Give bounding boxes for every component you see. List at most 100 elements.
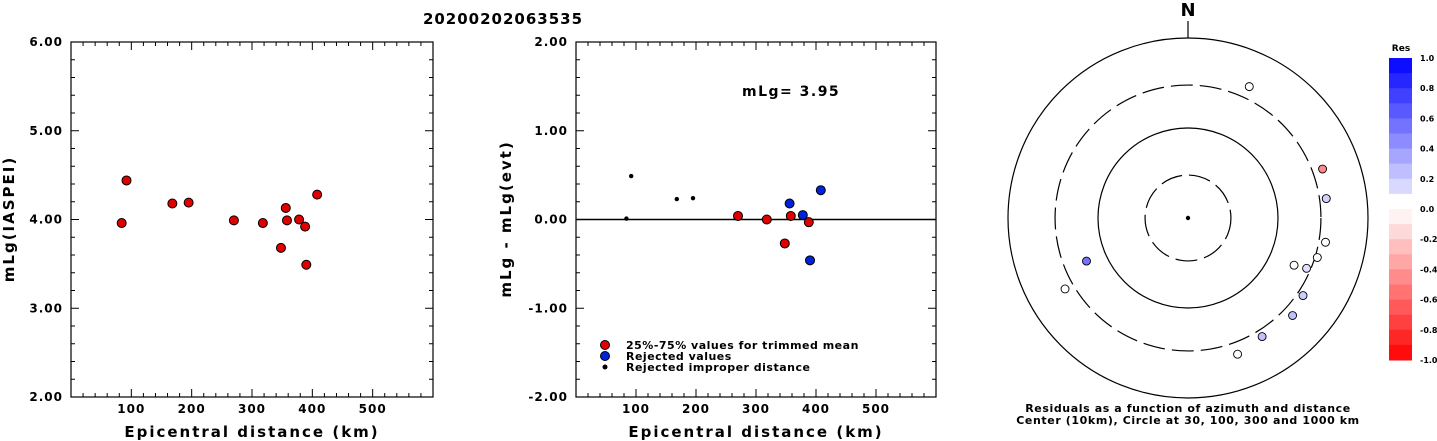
colorbar-tick-label: 0.0 (1420, 205, 1435, 214)
colorbar-tick-label: 0.4 (1420, 145, 1435, 154)
colorbar-block (1389, 329, 1412, 346)
polar-ring-100km (1097, 127, 1279, 309)
plot2-ytick-label: -1.00 (528, 301, 568, 315)
colorbar-tick-label: -0.4 (1420, 265, 1437, 274)
colorbar-block (1389, 73, 1412, 89)
plot2-ytick-label: 1.00 (534, 124, 568, 138)
plot2-data-point (803, 217, 814, 228)
plot1-data-point (280, 202, 291, 213)
polar-plot: N Residuals as a function of azimuth and… (1007, 0, 1369, 427)
legend-label-trimmed: 25%-75% values for trimmed mean (626, 339, 859, 352)
plot2-data-point (785, 210, 796, 221)
plot1-xtick-label: 200 (178, 402, 206, 416)
plot1-points (116, 175, 323, 270)
colorbar-block (1389, 239, 1412, 255)
polar-station-point (1321, 194, 1331, 204)
legend-label-rejected: Rejected values (626, 350, 732, 363)
colorbar-block (1389, 88, 1412, 104)
figure-title: 20200202063535 (423, 10, 583, 28)
plot1-ytick-label: 5.00 (29, 124, 63, 138)
legend-marker-rejected (600, 351, 610, 361)
polar-station-point (1233, 349, 1243, 359)
colorbar-tick-label: -0.8 (1420, 326, 1437, 335)
colorbar-block (1389, 148, 1412, 165)
plot1-data-point (275, 242, 286, 253)
colorbar-tick-label: 0.6 (1420, 114, 1435, 123)
plot2-xtick-label: 100 (622, 402, 650, 416)
polar-station-point (1298, 291, 1308, 301)
colorbar-tick-label: -0.2 (1420, 235, 1437, 244)
colorbar-block (1389, 103, 1412, 119)
colorbar-blocks (1389, 58, 1412, 361)
plot1-ytick-label: 3.00 (29, 301, 63, 315)
plot1-xtick-label: 100 (117, 402, 145, 416)
plot2-y-axis-label: mLg - mLg(evt) (497, 140, 515, 297)
polar-station-point (1060, 284, 1070, 294)
colorbar-tick-label: 0.8 (1420, 84, 1435, 93)
plot2-xtick-label: 200 (682, 402, 710, 416)
plot2-xtick-label: 300 (742, 402, 770, 416)
colorbar-title: Res (1392, 44, 1410, 54)
plot1-data-point (228, 215, 239, 226)
plot2-xtick-label: 500 (862, 402, 890, 416)
polar-ring-300km (1054, 84, 1322, 352)
colorbar-block (1389, 284, 1412, 301)
plot1-data-point (121, 175, 132, 186)
colorbar-block (1389, 58, 1412, 74)
colorbar-ticks: 1.0 0.8 0.6 0.4 0.2 0.0 -0.2 -0.4 -0.6 -0.8 -1.0 (1420, 54, 1437, 365)
plot2-legend: 25%-75% values for trimmed mean Rejected… (600, 339, 859, 374)
colorbar: Res 1.0 0.8 0.6 0.4 0.2 0.0 -0.2 -0.4 -0.6 -0.8 -1… (1389, 44, 1437, 365)
plot1-frame (70, 41, 434, 398)
plot2-data-point (629, 173, 634, 179)
plot2-data-point (779, 238, 790, 249)
colorbar-tick-label: 0.2 (1420, 175, 1434, 184)
colorbar-block (1389, 118, 1412, 134)
plot1-xtick-label: 500 (359, 402, 387, 416)
plot2-data-point (690, 196, 696, 201)
plot2-data-point (761, 214, 772, 225)
polar-station-point (1302, 263, 1312, 273)
polar-rings (1007, 37, 1369, 399)
plot2-data-point (784, 198, 795, 209)
plot1-xtick-label: 400 (298, 402, 326, 416)
colorbar-tick-label: -0.6 (1420, 296, 1437, 305)
colorbar-block (1389, 314, 1412, 331)
plot2-ticks: 100 200 300 400 500 -2.00 -1.00 0.00 1.00 2.00 (528, 35, 936, 416)
polar-center (1185, 215, 1191, 221)
plot1-data-point (281, 215, 292, 226)
colorbar-block (1389, 178, 1412, 195)
legend-marker-improper (602, 364, 608, 370)
plot2-annotation: mLg= 3.95 (742, 84, 840, 100)
plot2-data-point (797, 210, 808, 221)
polar-ring-1000km (1007, 37, 1369, 399)
plot2-xtick-label: 400 (802, 402, 830, 416)
plot2-data-point (815, 185, 826, 196)
plot2-data-point (733, 210, 743, 221)
plot1-ytick-label: 6.00 (29, 35, 63, 49)
legend-label-improper: Rejected improper distance (626, 361, 810, 374)
plot-mlg-iaspei: 100 200 300 400 500 2.00 3.00 4.00 5.00 6.00 mLg(… (0, 35, 434, 441)
plot2-ytick-label: -2.00 (528, 390, 568, 404)
plot2-data-point (805, 255, 815, 266)
plot-mlg-residual: 100 200 300 400 500 -2.00 -1.00 0.00 1.00 2.00 mL… (497, 35, 937, 441)
plot1-ytick-label: 2.00 (29, 390, 63, 404)
plot2-ytick-label: 2.00 (534, 35, 568, 49)
plot1-data-point (183, 197, 194, 208)
polar-station-point (1318, 164, 1328, 174)
colorbar-block (1389, 344, 1412, 361)
colorbar-block (1389, 254, 1412, 270)
colorbar-block (1389, 209, 1412, 225)
colorbar-block (1389, 299, 1412, 316)
polar-station-point (1289, 260, 1299, 270)
plot1-data-point (257, 218, 268, 229)
polar-station-point (1244, 82, 1254, 92)
plot1-data-point (300, 221, 311, 232)
plot1-data-point (312, 189, 323, 200)
polar-station-point (1321, 237, 1330, 247)
polar-station-point (1288, 311, 1298, 320)
polar-station-point (1312, 253, 1322, 262)
colorbar-block (1389, 163, 1412, 180)
polar-caption-line1: Residuals as a function of azimuth and d… (1025, 402, 1351, 415)
legend-marker-trimmed (600, 340, 610, 350)
